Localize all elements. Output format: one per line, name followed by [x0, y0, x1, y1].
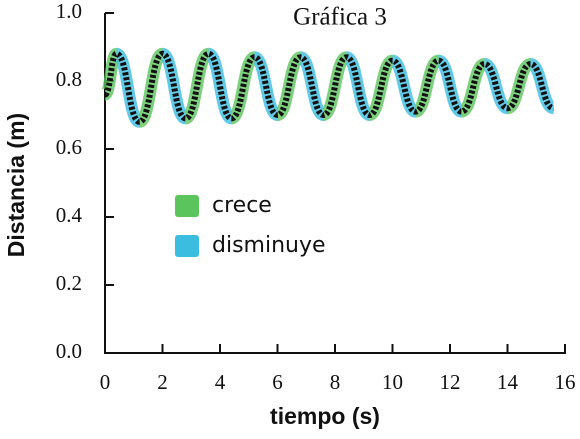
trend-highlight — [435, 54, 465, 118]
chart-title: Gráfica 3 — [293, 4, 387, 31]
legend-swatch — [175, 195, 199, 217]
y-axis-label: Distancia (m) — [3, 113, 29, 257]
legend-label: crece — [212, 193, 272, 218]
y-tick-label: 0.6 — [56, 135, 82, 159]
x-tick-label: 6 — [272, 370, 283, 394]
trend-highlight — [320, 51, 350, 121]
y-tick-label: 0.8 — [56, 67, 82, 91]
x-tick-label: 8 — [330, 370, 341, 394]
x-tick-label: 2 — [157, 370, 168, 394]
trend-highlight — [343, 51, 373, 121]
y-tick-label: 1.0 — [56, 0, 82, 23]
x-tick-label: 12 — [440, 370, 461, 394]
trend-highlight — [274, 51, 304, 121]
x-tick-label: 0 — [100, 370, 111, 394]
trend-highlight — [136, 47, 166, 128]
x-tick-label: 10 — [382, 370, 403, 394]
y-tick-label: 0.4 — [56, 203, 83, 227]
trend-highlight — [228, 51, 258, 125]
trend-highlight — [297, 51, 327, 121]
x-axis-label: tiempo (s) — [270, 403, 380, 429]
trend-highlight — [182, 47, 212, 125]
trend-highlight — [205, 47, 235, 125]
y-tick-label: 0.2 — [56, 271, 82, 295]
x-tick-label: 14 — [497, 370, 519, 394]
legend-label: disminuye — [212, 233, 326, 258]
y-tick-label: 0.0 — [56, 339, 82, 363]
x-tick-label: 16 — [555, 370, 576, 394]
x-tick-label: 4 — [215, 370, 226, 394]
legend-swatch — [175, 235, 199, 257]
